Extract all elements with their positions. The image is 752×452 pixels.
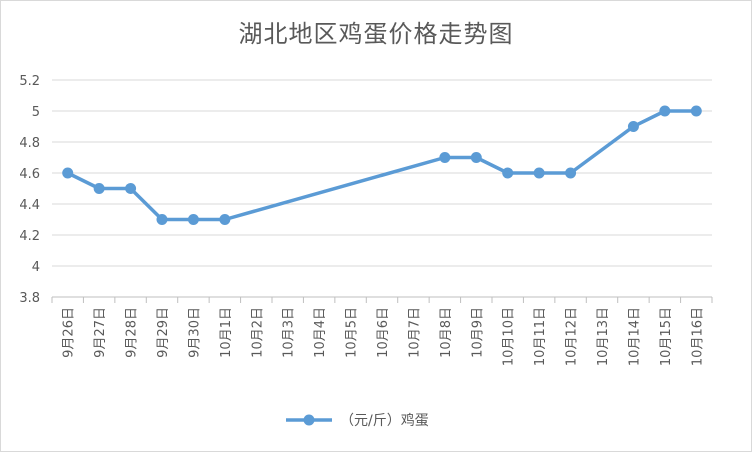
data-point: [219, 214, 231, 225]
y-axis-ticks: 3.8 4 4.2 4.4 4.6 4.8 5 5.2: [19, 74, 40, 306]
x-tick-label: 10月2日: [250, 307, 265, 358]
legend: （元/斤）鸡蛋: [286, 412, 429, 429]
x-tick-label: 10月9日: [470, 307, 485, 358]
x-tick-label: 10月10日: [502, 307, 517, 366]
chart-title: 湖北地区鸡蛋价格走势图: [238, 20, 514, 48]
x-tick-label: 10月5日: [345, 307, 360, 358]
data-point: [187, 214, 199, 225]
x-tick-label: 10月1日: [219, 307, 234, 358]
series-line: [66, 109, 697, 222]
x-tick-label: 10月14日: [627, 307, 642, 366]
data-point: [659, 105, 671, 117]
x-tick-label: 10月6日: [376, 307, 391, 358]
x-tick-label: 10月8日: [439, 307, 454, 358]
series: [62, 105, 702, 225]
x-tick-label: 10月3日: [282, 307, 297, 358]
legend-marker: [303, 414, 315, 426]
x-tick-label: 9月29日: [156, 307, 171, 358]
x-tick-label: 10月15日: [659, 307, 674, 366]
y-tick-label: 4.8: [19, 136, 40, 151]
grid-lines: [52, 79, 712, 267]
y-tick-label: 4.4: [19, 198, 40, 213]
x-axis-ticks: 9月26日 9月27日 9月28日 9月29日 9月30日 10月1日 10月2日 10月3日…: [62, 307, 706, 366]
y-tick-label: 5.2: [19, 74, 40, 89]
data-point: [93, 183, 105, 194]
data-point: [62, 167, 74, 179]
data-point: [470, 152, 482, 163]
data-point: [125, 183, 137, 194]
x-tick-label: 10月7日: [407, 307, 422, 358]
axes: [51, 296, 713, 303]
data-point: [533, 167, 545, 179]
data-point: [156, 214, 168, 225]
x-tick-label: 9月26日: [62, 307, 77, 358]
x-tick-label: 10月16日: [690, 307, 705, 366]
x-tick-label: 9月30日: [187, 307, 202, 358]
y-tick-label: 4.2: [19, 229, 40, 244]
y-tick-label: 4.6: [19, 167, 40, 182]
data-point: [565, 167, 577, 179]
y-tick-label: 5: [32, 105, 40, 120]
x-tick-label: 10月13日: [596, 307, 611, 366]
data-point: [502, 167, 514, 179]
x-tick-label: 10月12日: [565, 307, 580, 366]
data-point: [627, 121, 639, 132]
x-tick-label: 10月4日: [313, 307, 328, 358]
y-tick-label: 4: [32, 260, 40, 275]
y-tick-label: 3.8: [19, 291, 40, 306]
x-tick-label: 9月28日: [125, 307, 140, 358]
data-point: [439, 152, 451, 163]
x-tick-label: 10月11日: [533, 307, 548, 366]
x-tick-label: 9月27日: [93, 307, 108, 358]
legend-label: （元/斤）鸡蛋: [340, 412, 429, 429]
data-point: [690, 105, 702, 117]
